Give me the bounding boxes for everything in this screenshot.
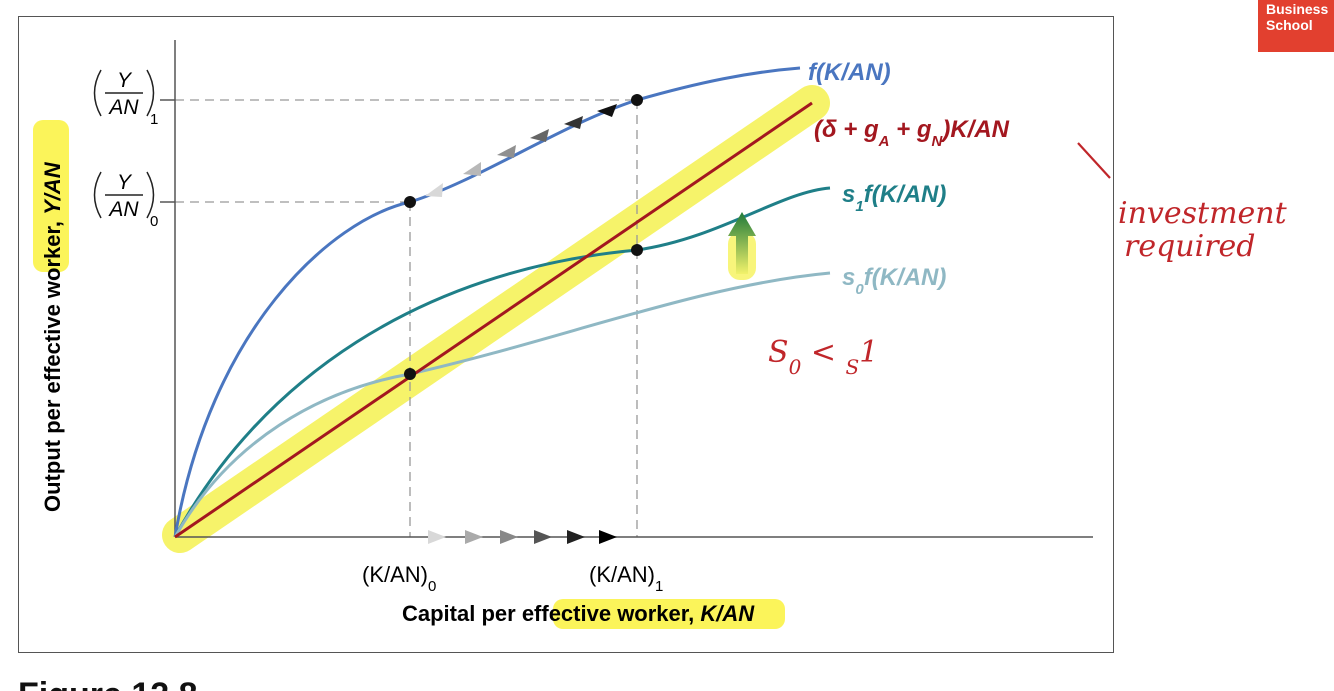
pointer-line (1077, 142, 1111, 179)
x-tick-sub: 1 (655, 578, 663, 595)
x-tick-text: (K/AN) (362, 562, 428, 587)
curve-label-part: (δ + g (814, 116, 879, 143)
highlight (33, 120, 69, 272)
logo-text: Business (1266, 1, 1328, 17)
y-axis-label-part: Output per (40, 393, 65, 512)
handwritten-savings-part: S (768, 335, 789, 370)
curve-label-part: f(K/AN) (864, 181, 947, 208)
x-tick-label: (K/AN)1 (589, 562, 663, 595)
curve-label: (δ + gA + gN)K/AN (814, 116, 1010, 150)
curve-label: s1f(K/AN) (842, 181, 946, 215)
x-axis-label-part: Capital per (402, 601, 522, 626)
s1f-curve (173, 186, 831, 538)
y-axis-label-part: , (40, 215, 65, 227)
x-axis-label: Capital per effective worker, K/AN (402, 601, 755, 626)
handwritten-savings-part: 1 (859, 335, 878, 370)
tick-subscript: 1 (150, 111, 158, 128)
curve-label-part: f(K/AN) (864, 264, 947, 291)
x-tick-label: (K/AN)0 (362, 562, 436, 595)
figure-frame (18, 16, 1114, 653)
handwritten-savings-part: S (846, 355, 860, 379)
highlight (553, 599, 785, 629)
handwritten-savings-part: < (801, 335, 845, 370)
handwritten-savings: S0 < S1 (768, 335, 878, 379)
f-arrows (425, 104, 617, 197)
logo-box (1258, 0, 1334, 52)
x-arrows (428, 530, 617, 544)
handwritten-note: investment (1118, 196, 1288, 231)
x-axis-label-part: effective worker, (522, 601, 701, 626)
shift-arrow (728, 212, 756, 274)
curve-label: s0f(K/AN) (842, 264, 946, 298)
y-axis-label-part: effective worker (40, 225, 65, 393)
curve-label: f(K/AN) (808, 59, 891, 86)
tick-subscript: 0 (150, 213, 158, 230)
curve-label-part: + g (890, 116, 932, 143)
points (404, 94, 643, 380)
f-curve (173, 66, 801, 538)
curve-label-part: )K/AN (939, 116, 1009, 143)
tick-numerator: Y (117, 171, 133, 194)
curve-label-part: s (842, 181, 855, 208)
handwritten-savings-part: 0 (789, 355, 802, 379)
curve-label-part: s (842, 264, 855, 291)
curve-label-part: A (878, 133, 890, 150)
brackets (93, 69, 155, 219)
handwritten-note: required (1124, 229, 1256, 264)
s0f-curve (173, 271, 831, 538)
curve-label-part: 1 (855, 198, 863, 215)
caption: Figure 12.8 (18, 676, 198, 691)
curve-label-part: N (932, 133, 944, 150)
tick-denominator: AN (107, 96, 139, 119)
y-axis-label-part: Y/AN (40, 161, 65, 215)
x-tick-sub: 0 (428, 578, 436, 595)
curve-label-part: f(K/AN) (808, 59, 891, 86)
y-axis-label: Output per effective worker, Y/AN (40, 161, 65, 512)
x-axis-label-part: K/AN (700, 601, 755, 626)
tick-numerator: Y (117, 69, 133, 92)
curve-label-part: 0 (855, 281, 864, 298)
investment-line (174, 101, 813, 539)
x-tick-text: (K/AN) (589, 562, 655, 587)
logo-text: School (1266, 17, 1313, 33)
tick-denominator: AN (107, 198, 139, 221)
